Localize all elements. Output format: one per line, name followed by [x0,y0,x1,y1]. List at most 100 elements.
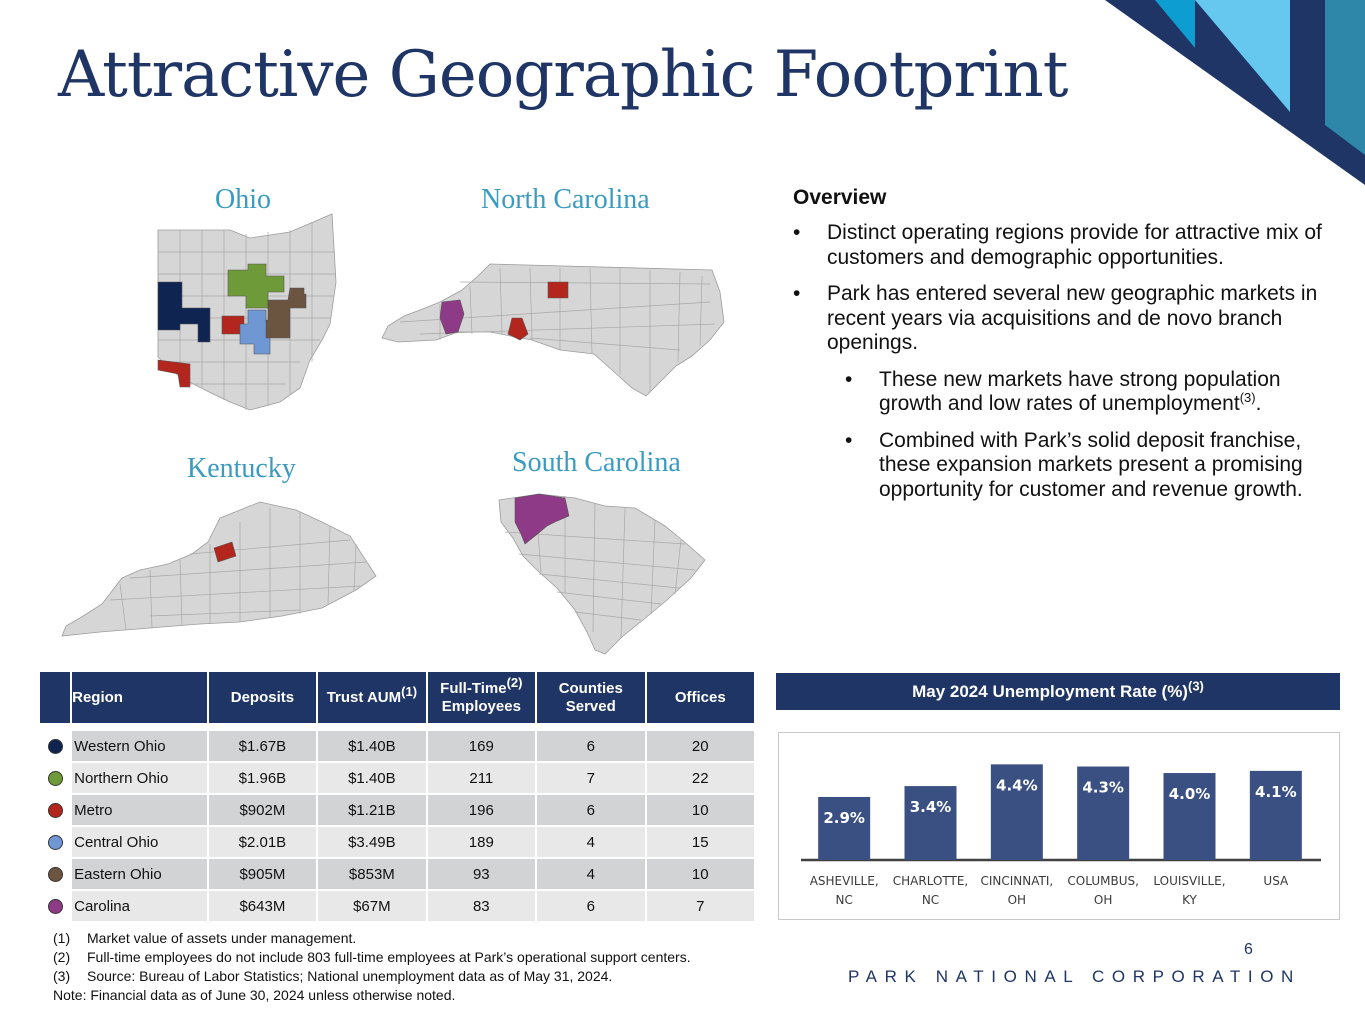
region-color-dot [40,793,73,825]
chart-category-label: KY [1182,893,1197,907]
region-table: Region Deposits Trust AUM(1) Full-Time(2… [40,672,754,921]
page-title: Attractive Geographic Footprint [58,38,1068,112]
table-body: Western Ohio $1.67B $1.40B 169 6 20 Northern O… [40,723,754,921]
cell-counties-served: 6 [537,889,647,921]
chart-bar [1249,770,1302,860]
header-trust-aum-footnote: (1) [401,683,418,699]
cell-region: Eastern Ohio [72,857,209,889]
region-legend-dot [47,835,63,851]
ky-region-metro [213,541,237,563]
table-row: Northern Ohio $1.96B $1.40B 211 7 22 [40,761,754,793]
cell-region: Metro [72,793,209,825]
cell-counties-served: 4 [537,825,647,857]
footnote-1-number: (1) [53,930,71,946]
overview-heading: Overview [793,186,887,209]
region-color-dot [40,825,73,857]
overview-bullet-2: Park has entered several new geographic … [793,282,1323,356]
header-trust-aum: Trust AUM(1) [318,672,428,723]
footnote-3: (3) Source: Bureau of Labor Statistics; N… [53,967,691,986]
cell-trust-aum: $1.40B [318,729,428,761]
map-label-north-carolina: North Carolina [481,184,650,215]
cell-trust-aum: $853M [318,857,428,889]
region-legend-dot [47,739,63,755]
cell-trust-aum: $1.21B [318,793,428,825]
table-spacer [40,723,754,729]
cell-region: Central Ohio [72,825,209,857]
footnote-2: (2) Full-time employees do not include 80… [53,948,691,967]
table-header-row: Region Deposits Trust AUM(1) Full-Time(2… [40,672,754,723]
header-trust-aum-text: Trust AUM [326,688,402,706]
chart-header-footnote: (3) [1187,678,1204,694]
chart-data-label: 4.4% [996,776,1038,794]
chart-data-label: 3.4% [910,798,952,816]
header-counties-line2: Served [565,697,616,715]
cell-deposits: $905M [208,857,319,889]
sub-bullet-1-footnote: (3) [1239,390,1256,405]
header-dot-cell [40,672,73,723]
footnote-1: (1) Market value of assets under manageme… [53,929,691,948]
cell-full-time-employees: 83 [427,889,538,921]
cell-counties-served: 4 [537,857,647,889]
cell-full-time-employees: 169 [427,729,538,761]
header-fte-line1: Full-Time [440,679,507,697]
chart-bar [818,796,871,860]
cell-full-time-employees: 196 [427,793,538,825]
table-row: Central Ohio $2.01B $3.49B 189 4 15 [40,825,754,857]
region-color-dot [40,857,73,889]
chart-bar [1163,773,1216,860]
nc-region-metro-a [547,281,569,299]
unemployment-chart-svg: 2.9% ASHEVILLE, NC 3.4% CHARLOTTE, NC 4.4% CINC… [801,764,1321,907]
cell-trust-aum: $1.40B [318,761,428,793]
cell-offices: 7 [646,889,754,921]
sub-bullet-1-end: . [1255,392,1262,415]
south-carolina-map [498,493,706,655]
chart-category-label: OH [1094,893,1112,907]
overview-sub-bullet-1: These new markets have strong population… [845,368,1323,417]
cell-trust-aum: $3.49B [318,825,428,857]
header-full-time-employees: Full-Time(2) Employees [427,672,538,723]
region-color-dot [40,889,73,921]
cell-deposits: $902M [208,793,319,825]
north-carolina-map [381,263,725,397]
map-label-south-carolina: South Carolina [512,447,681,478]
chart-category-label: CHARLOTTE, [893,874,969,888]
ohio-region-metro-sw [157,359,191,388]
cell-offices: 15 [646,825,754,857]
overview-bullets: Distinct operating regions provide for a… [793,221,1323,514]
overview-sub-bullet-2: Combined with Park’s solid deposit franc… [845,429,1323,503]
chart-bar [1077,766,1130,860]
company-name: PARK NATIONAL CORPORATION [848,967,1301,986]
cell-counties-served: 6 [537,729,647,761]
ohio-region-eastern [265,287,307,339]
table-row: Western Ohio $1.67B $1.40B 169 6 20 [40,729,754,761]
header-fte-line2: Employees [441,697,521,715]
table-row: Metro $902M $1.21B 196 6 10 [40,793,754,825]
cell-region: Carolina [72,889,209,921]
cell-full-time-employees: 189 [427,825,538,857]
region-legend-dot [47,771,63,787]
ohio-region-western [157,281,211,343]
footnote-3-text: Source: Bureau of Labor Statistics; Nati… [87,968,613,984]
map-label-kentucky: Kentucky [187,453,296,484]
cell-deposits: $1.67B [208,729,319,761]
chart-category-label: USA [1263,874,1289,888]
cell-deposits: $2.01B [208,825,319,857]
header-counties-line1: Counties [558,679,623,697]
cell-offices: 10 [646,857,754,889]
header-counties-served: Counties Served [537,672,647,723]
chart-data-label: 4.1% [1255,783,1297,801]
chart-category-label: OH [1008,893,1026,907]
chart-bar [990,764,1043,860]
footnote-3-number: (3) [53,968,71,984]
chart-data-label: 2.9% [823,809,865,827]
header-deposits: Deposits [208,672,319,723]
header-offices: Offices [646,672,754,723]
region-legend-dot [47,803,63,819]
map-label-ohio: Ohio [215,184,271,215]
footnote-1-text: Market value of assets under management. [87,930,357,946]
footnote-2-text: Full-time employees do not include 803 f… [87,949,691,965]
chart-data-label: 4.0% [1169,785,1211,803]
cell-full-time-employees: 211 [427,761,538,793]
footnotes: (1) Market value of assets under manageme… [53,929,691,1005]
cell-offices: 22 [646,761,754,793]
